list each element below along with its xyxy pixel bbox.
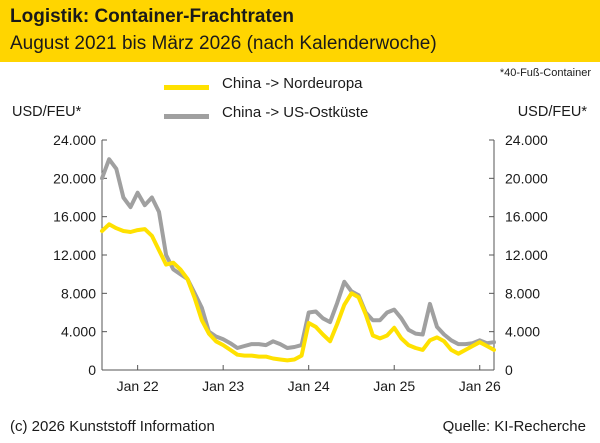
y-tick-label-left: 24.000: [53, 132, 96, 148]
legend-swatch-us-ostkueste: [164, 114, 209, 119]
page-title: Logistik: Container-Frachtraten: [10, 6, 294, 27]
x-tick-label: Jan 22: [117, 378, 159, 394]
y-tick-label-right: 16.000: [505, 209, 548, 225]
y-tick-label-right: 12.000: [505, 247, 548, 263]
legend-label-us-ostkueste: China -> US-Ostküste: [222, 104, 369, 121]
x-tick-label: Jan 25: [373, 378, 415, 394]
y-tick-label-right: 24.000: [505, 132, 548, 148]
x-tick-label: Jan 26: [459, 378, 501, 394]
y-tick-label-left: 8.000: [61, 285, 96, 301]
y-tick-label-left: 4.000: [61, 324, 96, 340]
y-axis-unit-left: USD/FEU*: [12, 104, 82, 120]
copyright-text: (c) 2026 Kunststoff Information: [10, 418, 215, 435]
legend-label-nordeuropa: China -> Nordeuropa: [222, 75, 363, 92]
series-nordeuropa-line: [100, 222, 496, 363]
page-subtitle: August 2021 bis März 2026 (nach Kalender…: [10, 33, 437, 54]
x-tick-label: Jan 23: [202, 378, 244, 394]
y-axis-unit-right: USD/FEU*: [517, 104, 587, 120]
source-text: Quelle: KI-Recherche: [442, 418, 586, 435]
legend-swatch-nordeuropa: [164, 85, 209, 90]
header-bar: Logistik: Container-Frachtraten August 2…: [0, 0, 600, 62]
container-note: *40-Fuß-Container: [499, 67, 591, 79]
y-tick-label-left: 20.000: [53, 170, 96, 186]
series-us-ostkueste-line: [100, 157, 496, 350]
y-tick-label-right: 4.000: [505, 324, 540, 340]
y-tick-label-right: 8.000: [505, 285, 540, 301]
y-tick-label-right: 20.000: [505, 170, 548, 186]
y-tick-label-right: 0: [505, 362, 513, 378]
y-tick-label-left: 16.000: [53, 209, 96, 225]
y-tick-label-left: 0: [88, 362, 96, 378]
x-tick-label: Jan 24: [288, 378, 330, 394]
y-tick-label-left: 12.000: [53, 247, 96, 263]
